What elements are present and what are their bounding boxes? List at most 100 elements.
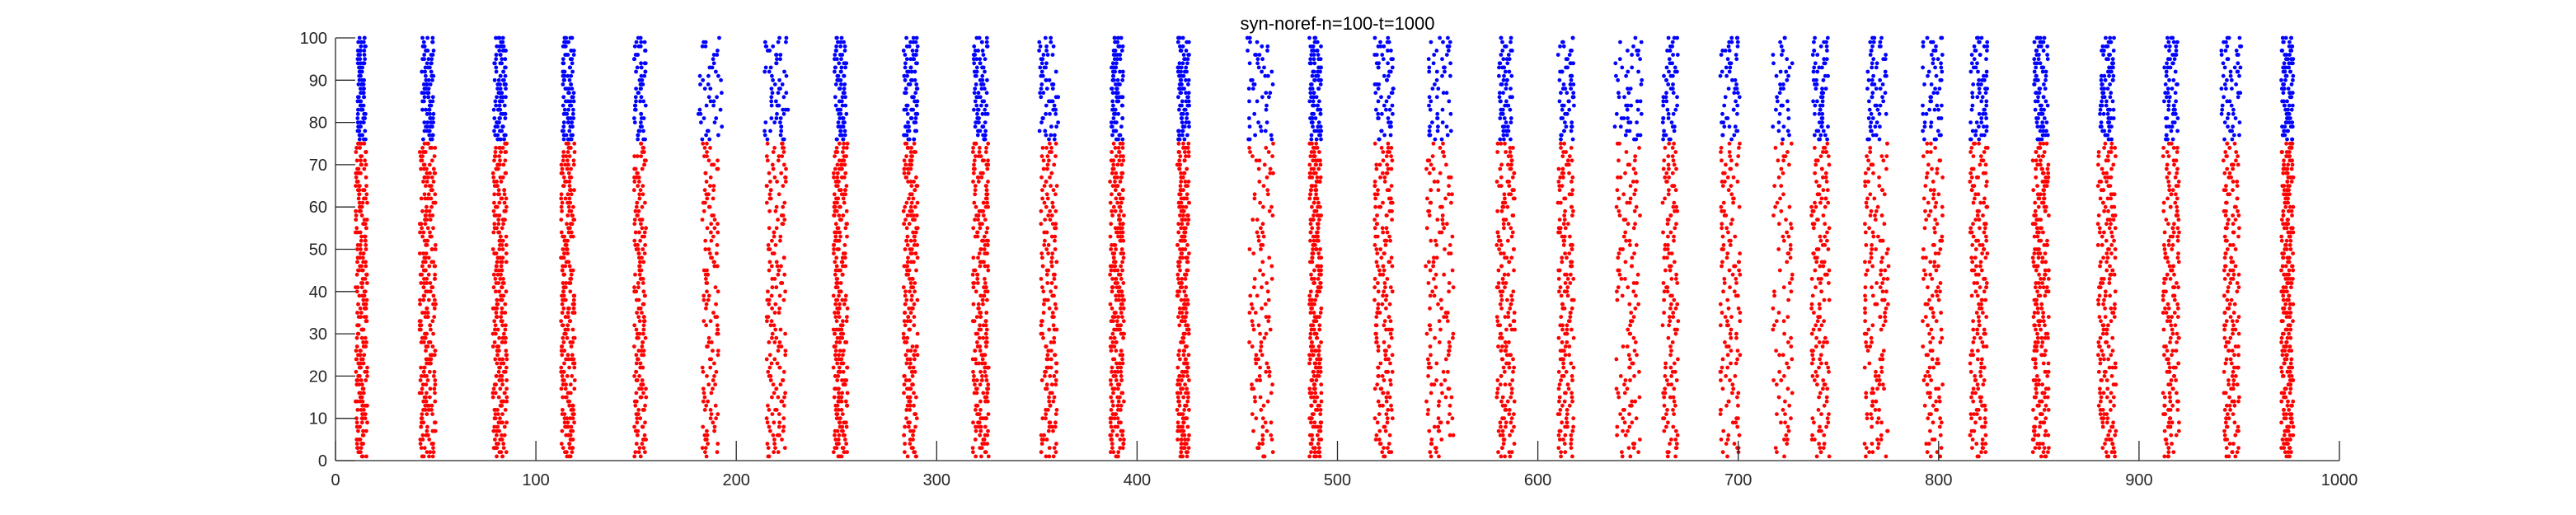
spike-dot-excitatory [1114,297,1119,302]
spike-dot-inhibitory [772,82,777,87]
spike-dot-excitatory [499,315,504,319]
spike-dot-excitatory [1250,386,1255,391]
spike-dot-inhibitory [1111,103,1115,108]
spike-dot-excitatory [781,146,785,150]
spike-dot-inhibitory [1246,137,1250,142]
spike-dot-inhibitory [636,53,640,57]
spike-dot-excitatory [1499,374,1504,378]
spike-dot-inhibitory [1429,40,1433,44]
spike-dot-excitatory [1115,200,1120,205]
spike-dot-inhibitory [500,111,505,116]
spike-dot-excitatory [1500,277,1505,281]
spike-dot-inhibitory [903,65,908,70]
spike-dot-excitatory [1497,247,1501,251]
spike-dot-excitatory [1436,416,1441,421]
spike-dot-excitatory [427,369,432,374]
spike-dot-excitatory [1386,369,1390,374]
spike-dot-inhibitory [1113,49,1118,53]
spike-dot-excitatory [1503,382,1508,387]
spike-dot-excitatory [984,188,989,193]
spike-dot-excitatory [1186,200,1191,205]
spike-dot-excitatory [357,208,362,213]
spike-dot-excitatory [902,158,907,163]
spike-dot-excitatory [1504,327,1509,332]
spike-dot-excitatory [428,386,433,391]
spike-dot-excitatory [433,243,438,247]
spike-dot-excitatory [642,251,647,255]
spike-dot-excitatory [1311,344,1316,349]
spike-dot-excitatory [636,208,641,213]
spike-dot-excitatory [1507,450,1512,455]
spike-dot-excitatory [1115,162,1120,167]
spike-dot-excitatory [1254,353,1259,358]
spike-dot-excitatory [1448,243,1452,247]
spike-dot-excitatory [1248,150,1252,154]
spike-dot-excitatory [1307,353,1311,358]
spike-dot-excitatory [560,268,565,273]
spike-dot-excitatory [1186,353,1191,358]
spike-dot-inhibitory [985,111,990,116]
spike-dot-excitatory [1110,340,1115,344]
spike-dot-excitatory [1309,403,1313,408]
spike-dot-excitatory [433,399,438,404]
spike-dot-excitatory [1376,281,1380,285]
spike-dot-excitatory [838,399,842,404]
spike-dot-excitatory [1319,399,1324,404]
spike-dot-inhibitory [768,129,772,133]
spike-dot-excitatory [975,386,979,391]
spike-dot-excitatory [843,171,848,176]
spike-dot-excitatory [361,408,366,412]
spike-dot-excitatory [913,450,917,455]
spike-dot-excitatory [1374,323,1379,328]
spike-dot-excitatory [1318,311,1323,315]
spike-dot-excitatory [834,150,838,154]
spike-dot-excitatory [643,243,647,247]
spike-dot-excitatory [639,222,643,227]
spike-dot-excitatory [420,311,425,315]
spike-dot-excitatory [1428,200,1433,205]
spike-dot-inhibitory [498,99,503,104]
spike-dot-excitatory [363,158,367,163]
spike-dot-excitatory [1376,188,1380,193]
spike-dot-excitatory [1179,446,1184,450]
spike-dot-inhibitory [1427,65,1432,70]
spike-dot-excitatory [705,438,709,442]
spike-dot-inhibitory [1177,61,1182,66]
spike-dot-excitatory [1180,277,1185,281]
spike-dot-excitatory [1260,306,1264,311]
spike-dot-excitatory [773,243,778,247]
spike-dot-inhibitory [1256,65,1261,70]
spike-dot-excitatory [500,335,505,340]
spike-dot-inhibitory [983,129,988,133]
spike-dot-excitatory [363,416,368,421]
spike-dot-excitatory [1427,428,1432,433]
spike-dot-excitatory [355,255,360,260]
spike-dot-inhibitory [500,61,504,66]
spike-dot-inhibitory [1316,120,1321,125]
spike-dot-excitatory [420,158,425,163]
spike-dot-excitatory [418,378,423,382]
spike-dot-excitatory [354,438,359,442]
spike-dot-excitatory [1039,433,1044,438]
spike-dot-excitatory [1312,450,1317,455]
spike-dot-excitatory [1118,196,1123,201]
spike-dot-inhibitory [1118,57,1123,62]
spike-dot-excitatory [1109,319,1114,324]
spike-dot-excitatory [1183,382,1187,387]
spike-dot-excitatory [424,433,429,438]
spike-dot-excitatory [568,382,573,387]
spike-dot-excitatory [569,424,574,429]
spike-dot-excitatory [769,319,774,324]
spike-dot-excitatory [1311,247,1315,251]
spike-dot-excitatory [903,424,907,429]
spike-dot-excitatory [425,378,430,382]
spike-dot-inhibitory [570,95,575,100]
spike-dot-excitatory [1039,323,1044,328]
spike-dot-inhibitory [428,99,433,104]
spike-dot-excitatory [1314,180,1319,184]
spike-dot-excitatory [840,297,845,302]
spike-dot-excitatory [1374,331,1378,336]
spike-dot-excitatory [1178,391,1183,396]
spike-dot-inhibitory [1433,137,1438,142]
spike-dot-excitatory [426,255,431,260]
